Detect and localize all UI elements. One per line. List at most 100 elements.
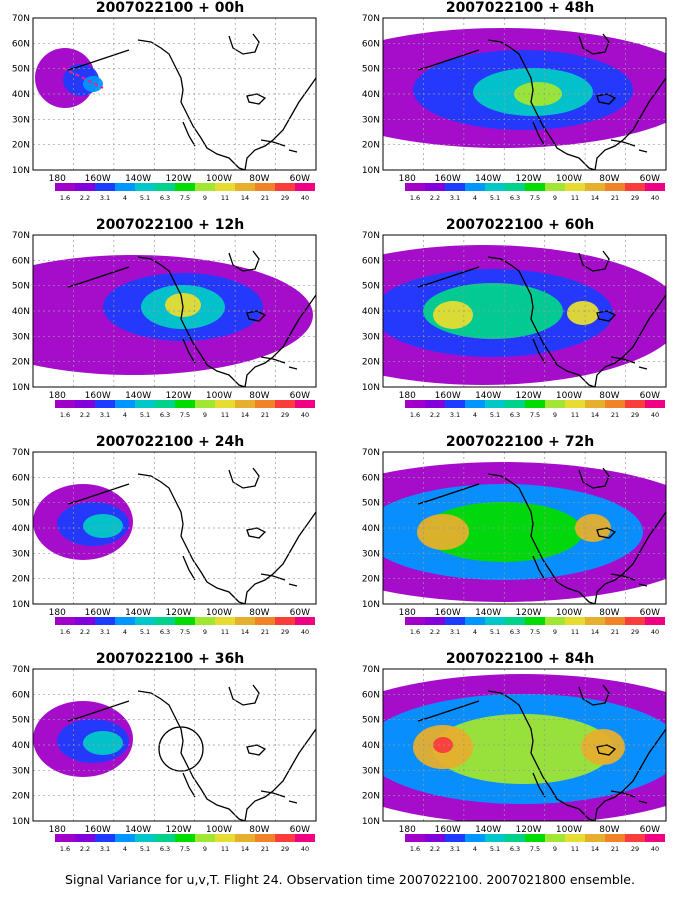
lat-tick-label: 30N <box>362 549 380 559</box>
lon-tick-label: 160W <box>85 608 111 618</box>
variance-contour <box>581 729 625 765</box>
lat-tick-label: 60N <box>362 39 380 49</box>
lon-tick-label: 180 <box>49 391 66 401</box>
coastline <box>487 473 596 604</box>
colorbar-swatch <box>505 834 525 842</box>
colorbar-label: 3.1 <box>450 845 460 853</box>
map-plot: 70N 60N 50N 40N 30N 20N 10N 180 160W 140W 120W 100W… <box>362 14 667 202</box>
colorbar-label: 11 <box>571 194 579 202</box>
colorbar-label: 11 <box>571 411 579 419</box>
forecast-panel: 2007022100 + 84h 70N 60N 50N 40N 30N 20N 10N 180… <box>350 651 690 866</box>
colorbar-swatch <box>55 617 75 625</box>
lon-tick-label: 60W <box>640 608 660 618</box>
colorbar-label: 5.1 <box>490 845 500 853</box>
colorbar-label: 21 <box>261 845 269 853</box>
colorbar-swatch <box>75 617 95 625</box>
colorbar-label: 40 <box>301 628 309 636</box>
colorbar-swatch <box>445 400 465 408</box>
lat-tick-label: 10N <box>12 166 30 176</box>
colorbar-swatch <box>95 834 115 842</box>
colorbar-swatch <box>505 617 525 625</box>
lon-tick-label: 180 <box>399 391 416 401</box>
colorbar-label: 9 <box>553 194 557 202</box>
lat-tick-label: 60N <box>12 690 30 700</box>
colorbar-label: 21 <box>261 411 269 419</box>
colorbar-label: 6.3 <box>510 845 520 853</box>
lon-tick-label: 120W <box>516 391 542 401</box>
colorbar-swatch <box>135 400 155 408</box>
lat-tick-label: 10N <box>362 817 380 827</box>
colorbar-swatch <box>235 400 255 408</box>
colorbar-swatch <box>605 183 625 191</box>
lat-tick-label: 40N <box>362 741 380 751</box>
panel-title: 2007022100 + 60h <box>445 217 595 233</box>
coastline <box>137 256 246 387</box>
lat-tick-label: 40N <box>12 741 30 751</box>
coastline <box>244 77 316 170</box>
map-plot: 70N 60N 50N 40N 30N 20N 10N 180 160W 140W 120W 100W… <box>362 665 667 853</box>
coastline <box>532 772 546 798</box>
colorbar-label: 21 <box>611 411 619 419</box>
lat-tick-label: 20N <box>362 575 380 585</box>
coastline <box>182 772 196 798</box>
colorbar-label: 11 <box>571 628 579 636</box>
colorbar-label: 29 <box>281 628 289 636</box>
coastline <box>137 39 246 170</box>
colorbar-swatch <box>525 617 545 625</box>
lat-tick-label: 30N <box>12 115 30 125</box>
lon-tick-label: 120W <box>166 391 192 401</box>
colorbar-swatch <box>565 400 585 408</box>
colorbar-label: 14 <box>241 411 249 419</box>
coastline <box>67 266 130 288</box>
colorbar-label: 14 <box>591 194 599 202</box>
colorbar-label: 2.2 <box>80 628 90 636</box>
colorbar-swatch <box>605 834 625 842</box>
colorbar-swatch <box>235 617 255 625</box>
colorbar-swatch <box>275 183 295 191</box>
lon-tick-label: 60W <box>290 391 310 401</box>
colorbar-label: 29 <box>281 194 289 202</box>
colorbar-swatch <box>645 400 665 408</box>
colorbar-label: 6.3 <box>510 628 520 636</box>
colorbar-swatch <box>255 400 275 408</box>
colorbar-label: 40 <box>651 845 659 853</box>
colorbar-label: 2.2 <box>430 411 440 419</box>
colorbar-label: 29 <box>631 628 639 636</box>
colorbar-swatch <box>525 400 545 408</box>
colorbar-label: 7.5 <box>180 194 190 202</box>
lat-tick-label: 40N <box>12 307 30 317</box>
colorbar-swatch <box>155 183 175 191</box>
colorbar-label: 14 <box>591 411 599 419</box>
forecast-panel: 2007022100 + 48h 70N 60N 50N 40N 30N 20N 10N 180… <box>350 0 690 215</box>
colorbar-swatch <box>215 617 235 625</box>
colorbar-swatch <box>115 617 135 625</box>
colorbar-label: 9 <box>553 628 557 636</box>
lat-tick-label: 30N <box>12 766 30 776</box>
lat-tick-label: 20N <box>362 792 380 802</box>
lat-tick-label: 70N <box>362 14 380 24</box>
colorbar-label: 2.2 <box>80 845 90 853</box>
colorbar-label: 4 <box>123 628 127 636</box>
coastline <box>578 684 610 706</box>
coastline <box>182 555 196 581</box>
lat-tick-label: 30N <box>12 332 30 342</box>
colorbar-swatch <box>235 183 255 191</box>
colorbar-swatch <box>195 400 215 408</box>
colorbar-label: 3.1 <box>450 411 460 419</box>
colorbar-swatch <box>215 183 235 191</box>
colorbar-swatch <box>625 834 645 842</box>
lat-tick-label: 40N <box>362 524 380 534</box>
coastline <box>417 700 480 722</box>
colorbar-swatch <box>155 834 175 842</box>
lon-tick-label: 60W <box>290 825 310 835</box>
lat-tick-label: 50N <box>12 716 30 726</box>
colorbar-swatch <box>135 834 155 842</box>
lat-tick-label: 70N <box>12 448 30 458</box>
lat-tick-label: 10N <box>12 817 30 827</box>
colorbar-label: 3.1 <box>100 411 110 419</box>
variance-contour <box>433 714 613 784</box>
map-plot: 70N 60N 50N 40N 30N 20N 10N 180 160W 140W 120W 100W… <box>12 665 317 853</box>
lat-tick-label: 70N <box>362 665 380 675</box>
colorbar-label: 9 <box>203 845 207 853</box>
variance-contour <box>83 514 123 538</box>
